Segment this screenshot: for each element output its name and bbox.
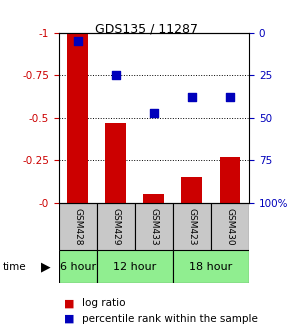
Bar xyxy=(97,203,135,250)
Bar xyxy=(59,203,97,250)
Bar xyxy=(173,250,249,283)
Bar xyxy=(181,177,202,203)
Text: ■: ■ xyxy=(64,299,75,308)
Bar xyxy=(67,33,88,203)
Bar xyxy=(135,203,173,250)
Bar xyxy=(97,250,173,283)
Text: log ratio: log ratio xyxy=(82,299,125,308)
Text: 12 hour: 12 hour xyxy=(113,262,156,271)
Text: GSM423: GSM423 xyxy=(188,208,196,245)
Bar xyxy=(105,123,126,203)
Bar xyxy=(173,203,211,250)
Text: GSM428: GSM428 xyxy=(73,208,82,245)
Text: 18 hour: 18 hour xyxy=(189,262,233,271)
Bar xyxy=(219,157,241,203)
Bar xyxy=(211,203,249,250)
Text: ▶: ▶ xyxy=(41,260,50,273)
Bar xyxy=(59,250,97,283)
Text: 6 hour: 6 hour xyxy=(59,262,96,271)
Text: GSM430: GSM430 xyxy=(226,208,234,245)
Text: time: time xyxy=(3,262,27,271)
Text: GSM433: GSM433 xyxy=(149,208,158,245)
Point xyxy=(190,95,194,100)
Text: percentile rank within the sample: percentile rank within the sample xyxy=(82,314,258,324)
Text: GSM429: GSM429 xyxy=(111,208,120,245)
Point xyxy=(75,39,80,44)
Point xyxy=(228,95,232,100)
Point xyxy=(151,110,156,115)
Point xyxy=(113,73,118,78)
Text: ■: ■ xyxy=(64,314,75,324)
Text: GDS135 / 11287: GDS135 / 11287 xyxy=(95,23,198,36)
Bar xyxy=(143,194,164,203)
